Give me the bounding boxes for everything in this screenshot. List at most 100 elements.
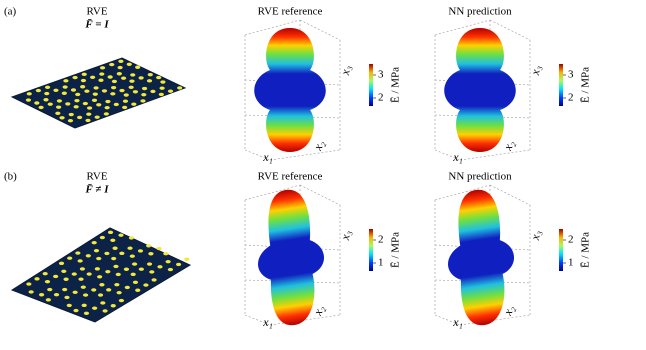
inclusion	[135, 288, 141, 292]
inclusion	[56, 99, 63, 103]
rve-title: RVE	[86, 171, 107, 183]
inclusion	[72, 75, 78, 80]
inclusion	[117, 65, 123, 70]
inclusion	[72, 290, 78, 295]
axis-label: x₁	[452, 315, 463, 329]
inclusion	[86, 112, 92, 116]
colorbar	[559, 229, 563, 271]
axis-label: x₁	[262, 150, 273, 164]
colorbar-label: Ē / MPa	[390, 232, 402, 268]
inclusion	[99, 283, 105, 287]
inclusion	[184, 257, 190, 261]
box-edge	[244, 19, 301, 36]
axis-label: x₂	[500, 303, 517, 318]
inclusion	[61, 269, 67, 274]
inclusion	[159, 86, 165, 90]
inclusion	[138, 267, 144, 271]
inclusion	[175, 262, 182, 267]
rve-title: RVE	[86, 6, 107, 18]
inclusion	[93, 86, 99, 90]
inclusion	[156, 75, 162, 80]
inclusion	[96, 103, 102, 107]
rve-plate	[10, 57, 187, 129]
axis-label: x₂	[310, 303, 327, 318]
inclusion	[66, 303, 72, 308]
inclusion	[68, 112, 74, 117]
inclusion	[122, 105, 128, 110]
inclusion	[70, 88, 77, 92]
inclusion	[137, 249, 144, 253]
box-edge	[269, 149, 341, 161]
inclusion	[119, 88, 125, 93]
rve-plate	[10, 227, 192, 323]
inclusion	[111, 85, 117, 90]
inclusion	[131, 262, 138, 266]
inclusion	[123, 93, 129, 97]
inclusion	[91, 288, 97, 292]
inclusion	[150, 89, 156, 94]
inclusion	[91, 240, 97, 245]
colorbar-tick-label: 2	[378, 234, 384, 246]
inclusion	[85, 118, 91, 123]
inclusion	[113, 102, 119, 107]
surface-plot: RVE reference x₁ x₂ x₃ 2 3 Ē / MPa	[244, 6, 402, 164]
inclusion	[110, 304, 116, 308]
inclusion	[131, 102, 137, 106]
inclusion	[73, 105, 79, 109]
box-edge	[459, 149, 531, 161]
inclusion	[28, 290, 34, 294]
inclusion	[83, 311, 90, 316]
inclusion	[53, 88, 59, 93]
inclusion	[107, 230, 114, 235]
inclusion	[113, 264, 119, 269]
colorbar	[369, 229, 373, 271]
inclusion	[92, 92, 98, 96]
inclusion	[110, 238, 116, 243]
colorbar-tick-label: 1	[378, 257, 384, 269]
inclusion	[86, 272, 92, 276]
plot-title: NN prediction	[448, 171, 512, 183]
panel-label: (a)	[4, 6, 17, 18]
inclusion	[112, 246, 118, 250]
colorbar	[559, 64, 563, 106]
inclusion	[62, 85, 68, 89]
panel-label: (b)	[4, 171, 17, 183]
inclusion	[151, 278, 157, 282]
inclusion	[25, 98, 32, 102]
box-edge	[434, 314, 461, 326]
inclusion	[146, 262, 153, 266]
inclusion	[38, 293, 45, 297]
inclusion	[141, 93, 147, 97]
box-edge	[434, 184, 491, 201]
inclusion	[140, 99, 146, 103]
inclusion	[147, 72, 153, 77]
inclusion	[98, 78, 104, 82]
inclusion	[107, 75, 113, 79]
inclusion	[82, 293, 89, 297]
inclusion	[116, 72, 122, 76]
colorbar-tick-label: 2	[378, 92, 384, 104]
inclusion	[61, 91, 67, 95]
colorbar-tick-label: 2	[568, 234, 574, 246]
inclusion	[80, 85, 86, 89]
box-edge	[244, 314, 271, 326]
inclusion	[55, 111, 61, 116]
surface-plot: RVE reference x₁ x₂ x₃ 1 2 Ē / MPa	[244, 171, 402, 329]
inclusion	[81, 303, 87, 308]
rve-formula: F̄ ≠ I	[85, 184, 110, 196]
inclusion	[53, 274, 59, 279]
inclusion	[128, 236, 135, 240]
colorbar	[369, 64, 373, 106]
inclusion	[110, 92, 116, 96]
inclusion	[80, 78, 87, 83]
inclusion	[63, 79, 69, 83]
inclusion	[135, 65, 141, 69]
surface	[447, 189, 514, 326]
inclusion	[44, 279, 51, 284]
inclusion	[111, 256, 117, 261]
inclusion	[177, 86, 183, 90]
box-edge	[244, 184, 301, 201]
axis-label: x₂	[500, 138, 517, 153]
axis-label: x₂	[310, 138, 327, 153]
